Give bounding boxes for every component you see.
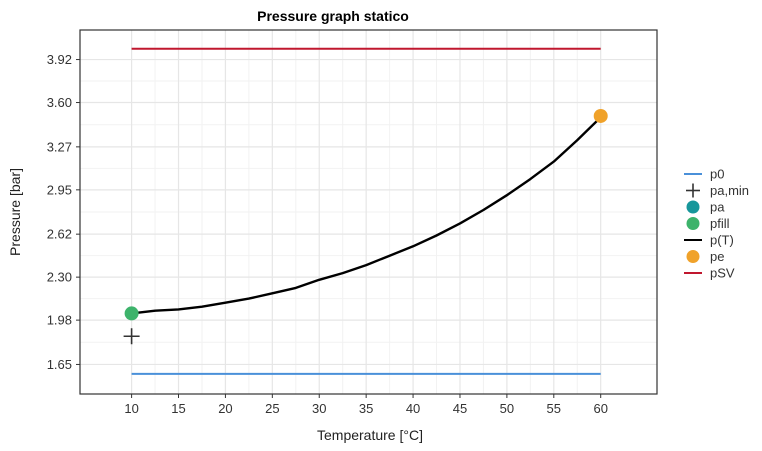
legend-label: pe (710, 249, 724, 264)
legend-label: pfill (710, 216, 730, 231)
legend-label: pa,min (710, 183, 749, 198)
legend-item-pe: pe (686, 249, 724, 264)
legend-item-pfill: pfill (686, 216, 730, 231)
legend-label: pSV (710, 266, 735, 281)
legend-label: p0 (710, 167, 724, 182)
legend-key (686, 250, 700, 263)
legend-label: p(T) (710, 233, 734, 248)
legend-item-p0: p0 (684, 167, 724, 182)
grid-lines (80, 30, 657, 394)
y-axis: 1.65 1.98 2.30 2.62 2.95 3.27 3.60 3.92 (47, 52, 80, 372)
legend-item-pa-min: pa,min (686, 183, 749, 198)
x-tick-label: 35 (359, 401, 373, 416)
y-tick-label: 1.98 (47, 313, 72, 328)
legend-item-psv: pSV (684, 266, 735, 281)
y-tick-label: 3.60 (47, 95, 72, 110)
legend-item-pa: pa (686, 200, 725, 215)
x-tick-label: 55 (547, 401, 561, 416)
y-axis-title: Pressure [bar] (7, 168, 23, 256)
plot-frame (79, 29, 658, 395)
x-axis: 10 15 20 25 30 35 40 45 50 55 60 (124, 394, 608, 416)
y-tick-label: 3.27 (47, 139, 72, 154)
series-layer (123, 47, 608, 375)
x-tick-label: 60 (593, 401, 607, 416)
y-tick-label: 2.95 (47, 182, 72, 197)
legend-item-p-t: p(T) (684, 233, 734, 248)
x-tick-label: 25 (265, 401, 279, 416)
point-pe (593, 108, 608, 123)
y-tick-label: 3.92 (47, 52, 72, 67)
legend-label: pa (710, 200, 725, 215)
x-tick-label: 20 (218, 401, 232, 416)
chart-title: Pressure graph statico (257, 8, 409, 24)
legend-key (686, 183, 700, 198)
x-tick-label: 10 (124, 401, 138, 416)
x-axis-title: Temperature [°C] (317, 427, 423, 443)
marker-pa-min (123, 328, 140, 345)
x-tick-label: 30 (312, 401, 326, 416)
series-line-p-t (131, 116, 602, 315)
x-tick-label: 15 (171, 401, 185, 416)
legend-key (686, 200, 700, 214)
x-tick-label: 45 (453, 401, 467, 416)
y-tick-label: 2.30 (47, 270, 72, 285)
point-pfill (124, 306, 139, 321)
y-tick-label: 2.62 (47, 227, 72, 242)
legend-key (686, 217, 700, 230)
y-tick-label: 1.65 (47, 357, 72, 372)
x-tick-label: 50 (500, 401, 514, 416)
x-tick-label: 40 (406, 401, 420, 416)
